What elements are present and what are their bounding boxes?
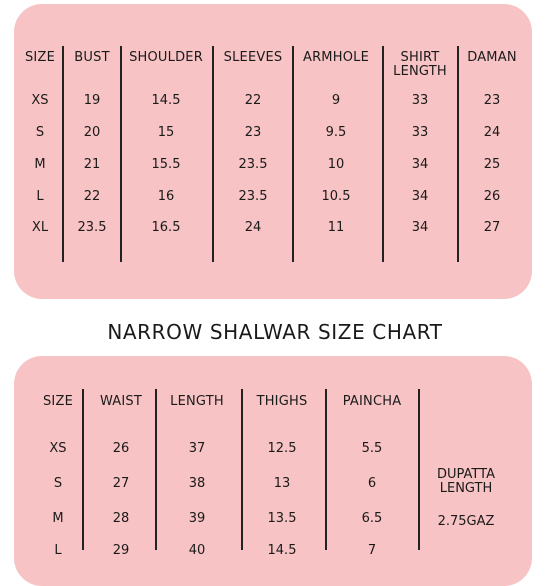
kameez-cell: 24 bbox=[244, 220, 262, 235]
kameez-cell: 33 bbox=[411, 93, 429, 108]
kameez-cell: 22 bbox=[83, 189, 101, 204]
kameez-column-divider bbox=[292, 46, 294, 262]
kameez-cell: 16 bbox=[157, 189, 175, 204]
shalwar-cell: XS bbox=[49, 441, 67, 456]
kameez-cell: 15.5 bbox=[151, 157, 181, 172]
kameez-cell: 20 bbox=[83, 125, 101, 140]
shalwar-cell: 29 bbox=[112, 543, 130, 558]
kameez-cell: 34 bbox=[411, 220, 429, 235]
kameez-cell: 23 bbox=[244, 125, 262, 140]
kameez-header-cell: ARMHOLE bbox=[302, 50, 369, 65]
kameez-cell: 25 bbox=[483, 157, 501, 172]
kameez-cell: 9.5 bbox=[325, 125, 347, 140]
kameez-size-card bbox=[14, 4, 532, 299]
shalwar-cell: L bbox=[54, 543, 62, 558]
kameez-column-divider bbox=[212, 46, 214, 262]
shalwar-cell: 26 bbox=[112, 441, 130, 456]
kameez-header-cell: SIZE bbox=[24, 50, 55, 65]
kameez-header-cell: DAMAN bbox=[467, 50, 517, 65]
kameez-cell: 21 bbox=[83, 157, 101, 172]
kameez-cell: XL bbox=[31, 220, 49, 235]
kameez-cell: 19 bbox=[83, 93, 101, 108]
kameez-cell: 34 bbox=[411, 157, 429, 172]
kameez-cell: XS bbox=[31, 93, 49, 108]
kameez-cell: 26 bbox=[483, 189, 501, 204]
kameez-cell: 23.5 bbox=[77, 220, 107, 235]
shalwar-cell: 12.5 bbox=[267, 441, 297, 456]
kameez-cell: 34 bbox=[411, 189, 429, 204]
kameez-cell: 23.5 bbox=[238, 189, 268, 204]
kameez-cell: L bbox=[36, 189, 44, 204]
shalwar-column-divider bbox=[241, 389, 243, 550]
shalwar-cell: 6.5 bbox=[361, 511, 383, 526]
kameez-column-divider bbox=[62, 46, 64, 262]
shalwar-cell: 6 bbox=[367, 476, 377, 491]
kameez-cell: 23.5 bbox=[238, 157, 268, 172]
kameez-cell: M bbox=[34, 157, 46, 172]
dupatta-length-value: 2.75GAZ bbox=[437, 514, 495, 529]
kameez-cell: S bbox=[35, 125, 45, 140]
shalwar-cell: 37 bbox=[188, 441, 206, 456]
kameez-cell: 14.5 bbox=[151, 93, 181, 108]
shalwar-header-cell: LENGTH bbox=[170, 394, 224, 409]
shalwar-cell: S bbox=[53, 476, 63, 491]
shalwar-cell: 28 bbox=[112, 511, 130, 526]
shalwar-cell: 7 bbox=[367, 543, 377, 558]
shalwar-cell: 27 bbox=[112, 476, 130, 491]
shalwar-cell: 13 bbox=[273, 476, 291, 491]
kameez-cell: 10.5 bbox=[321, 189, 351, 204]
kameez-column-divider bbox=[120, 46, 122, 262]
kameez-cell: 15 bbox=[157, 125, 175, 140]
shalwar-column-divider bbox=[82, 389, 84, 550]
kameez-column-divider bbox=[457, 46, 459, 262]
kameez-cell: 11 bbox=[327, 220, 345, 235]
kameez-column-divider bbox=[382, 46, 384, 262]
shalwar-cell: 38 bbox=[188, 476, 206, 491]
shalwar-cell: 40 bbox=[188, 543, 206, 558]
kameez-header-cell: SHOULDER bbox=[129, 50, 203, 65]
shalwar-cell: 39 bbox=[188, 511, 206, 526]
shalwar-header-cell: SIZE bbox=[42, 394, 73, 409]
shalwar-cell: 5.5 bbox=[361, 441, 383, 456]
shalwar-column-divider bbox=[418, 389, 420, 550]
kameez-cell: 9 bbox=[331, 93, 341, 108]
dupatta-length-label: DUPATTA LENGTH bbox=[437, 467, 495, 496]
shalwar-header-cell: THIGHS bbox=[256, 394, 308, 409]
shalwar-cell: M bbox=[52, 511, 64, 526]
kameez-cell: 16.5 bbox=[151, 220, 181, 235]
shalwar-chart-title: NARROW SHALWAR SIZE CHART bbox=[107, 320, 443, 344]
shalwar-column-divider bbox=[155, 389, 157, 550]
shalwar-cell: 13.5 bbox=[267, 511, 297, 526]
shalwar-header-cell: PAINCHA bbox=[342, 394, 402, 409]
kameez-cell: 22 bbox=[244, 93, 262, 108]
kameez-header-cell: BUST bbox=[74, 50, 110, 65]
shalwar-size-card bbox=[14, 356, 532, 586]
kameez-cell: 24 bbox=[483, 125, 501, 140]
kameez-cell: 23 bbox=[483, 93, 501, 108]
shalwar-cell: 14.5 bbox=[267, 543, 297, 558]
shalwar-header-cell: WAIST bbox=[99, 394, 143, 409]
kameez-cell: 33 bbox=[411, 125, 429, 140]
kameez-header-cell: SHIRT LENGTH bbox=[393, 50, 447, 79]
kameez-cell: 27 bbox=[483, 220, 501, 235]
shalwar-column-divider bbox=[325, 389, 327, 550]
kameez-cell: 10 bbox=[327, 157, 345, 172]
kameez-header-cell: SLEEVES bbox=[223, 50, 283, 65]
